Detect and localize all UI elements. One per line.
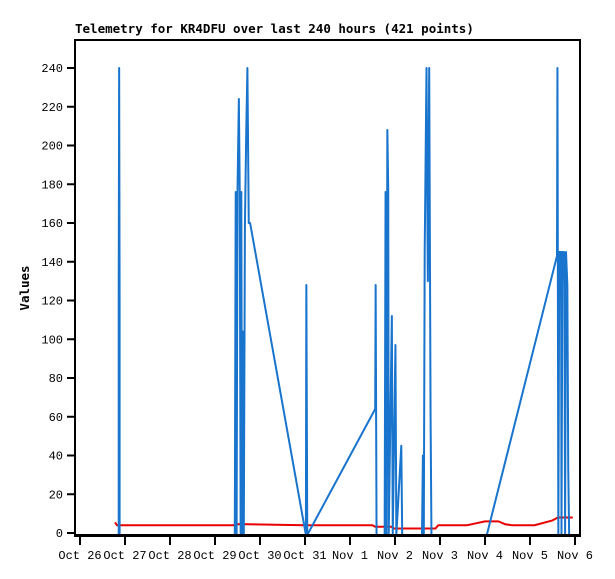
y-tick-label: 220 bbox=[41, 101, 63, 115]
y-axis-label: Values bbox=[17, 265, 32, 310]
y-tick-label: 240 bbox=[41, 62, 63, 76]
x-tick-label: Nov 5 bbox=[512, 549, 548, 563]
series-line-telemetry-channel-red bbox=[114, 516, 573, 530]
x-tick-label: Oct 29 bbox=[193, 549, 236, 563]
y-tick-label: 20 bbox=[49, 488, 63, 502]
series-line-telemetry-channel-blue bbox=[117, 67, 571, 536]
y-tick-label: 60 bbox=[49, 411, 63, 425]
x-tick-label: Oct 27 bbox=[103, 549, 146, 563]
y-tick-label: 180 bbox=[41, 178, 63, 192]
y-tick-label: 80 bbox=[49, 372, 63, 386]
x-tick-label: Nov 1 bbox=[332, 549, 368, 563]
x-tick-label: Nov 2 bbox=[377, 549, 413, 563]
y-tick-label: 200 bbox=[41, 140, 63, 154]
y-tick-label: 0 bbox=[56, 527, 63, 541]
y-tick-label: 140 bbox=[41, 256, 63, 270]
series-layer bbox=[114, 67, 573, 536]
x-tick-label: Nov 3 bbox=[422, 549, 458, 563]
x-tick-label: Oct 30 bbox=[238, 549, 281, 563]
y-tick-label: 100 bbox=[41, 333, 63, 347]
x-tick-label: Nov 4 bbox=[467, 549, 503, 563]
y-tick-label: 40 bbox=[49, 450, 63, 464]
x-tick-label: Nov 6 bbox=[557, 549, 593, 563]
x-tick-label: Oct 31 bbox=[283, 549, 326, 563]
y-tick-label: 120 bbox=[41, 295, 63, 309]
x-tick-label: Oct 28 bbox=[148, 549, 191, 563]
x-tick-label: Oct 26 bbox=[58, 549, 101, 563]
y-tick-label: 160 bbox=[41, 217, 63, 231]
chart-title: Telemetry for KR4DFU over last 240 hours… bbox=[75, 21, 474, 36]
